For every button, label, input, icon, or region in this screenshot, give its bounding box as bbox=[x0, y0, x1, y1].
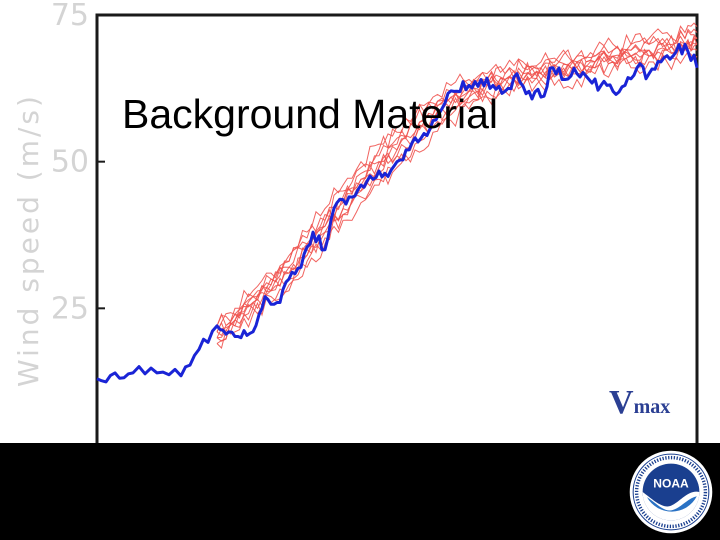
slide-title: Background Material bbox=[122, 91, 499, 137]
footer-band bbox=[0, 443, 720, 540]
vmax-annotation-main: V bbox=[609, 384, 634, 421]
ensemble-series-group bbox=[216, 22, 698, 349]
noaa-logo-text: NOAA bbox=[653, 477, 689, 491]
observed-line bbox=[96, 42, 699, 384]
plot-frame bbox=[95, 13, 699, 457]
ensemble-line-3 bbox=[216, 42, 698, 344]
y-tick-label-25: 25 bbox=[51, 291, 89, 326]
ensemble-line-9 bbox=[216, 29, 698, 339]
y-axis-label: Wind speed (m/s) bbox=[12, 93, 45, 387]
y-tick-label-50: 50 bbox=[51, 145, 89, 180]
y-tick-labels: 25 50 75 bbox=[51, 0, 89, 326]
ensemble-line-1 bbox=[216, 28, 698, 338]
ensemble-line-6 bbox=[216, 22, 698, 336]
noaa-logo: NOAA bbox=[629, 450, 713, 534]
y-tick-marks bbox=[97, 14, 105, 310]
vmax-annotation-sub: max bbox=[633, 396, 671, 418]
observed-series-group bbox=[96, 42, 699, 384]
vmax-annotation: Vmax bbox=[609, 386, 670, 420]
ensemble-line-8 bbox=[216, 38, 698, 327]
ensemble-line-7 bbox=[216, 51, 698, 349]
y-tick-label-75: 75 bbox=[51, 0, 89, 33]
